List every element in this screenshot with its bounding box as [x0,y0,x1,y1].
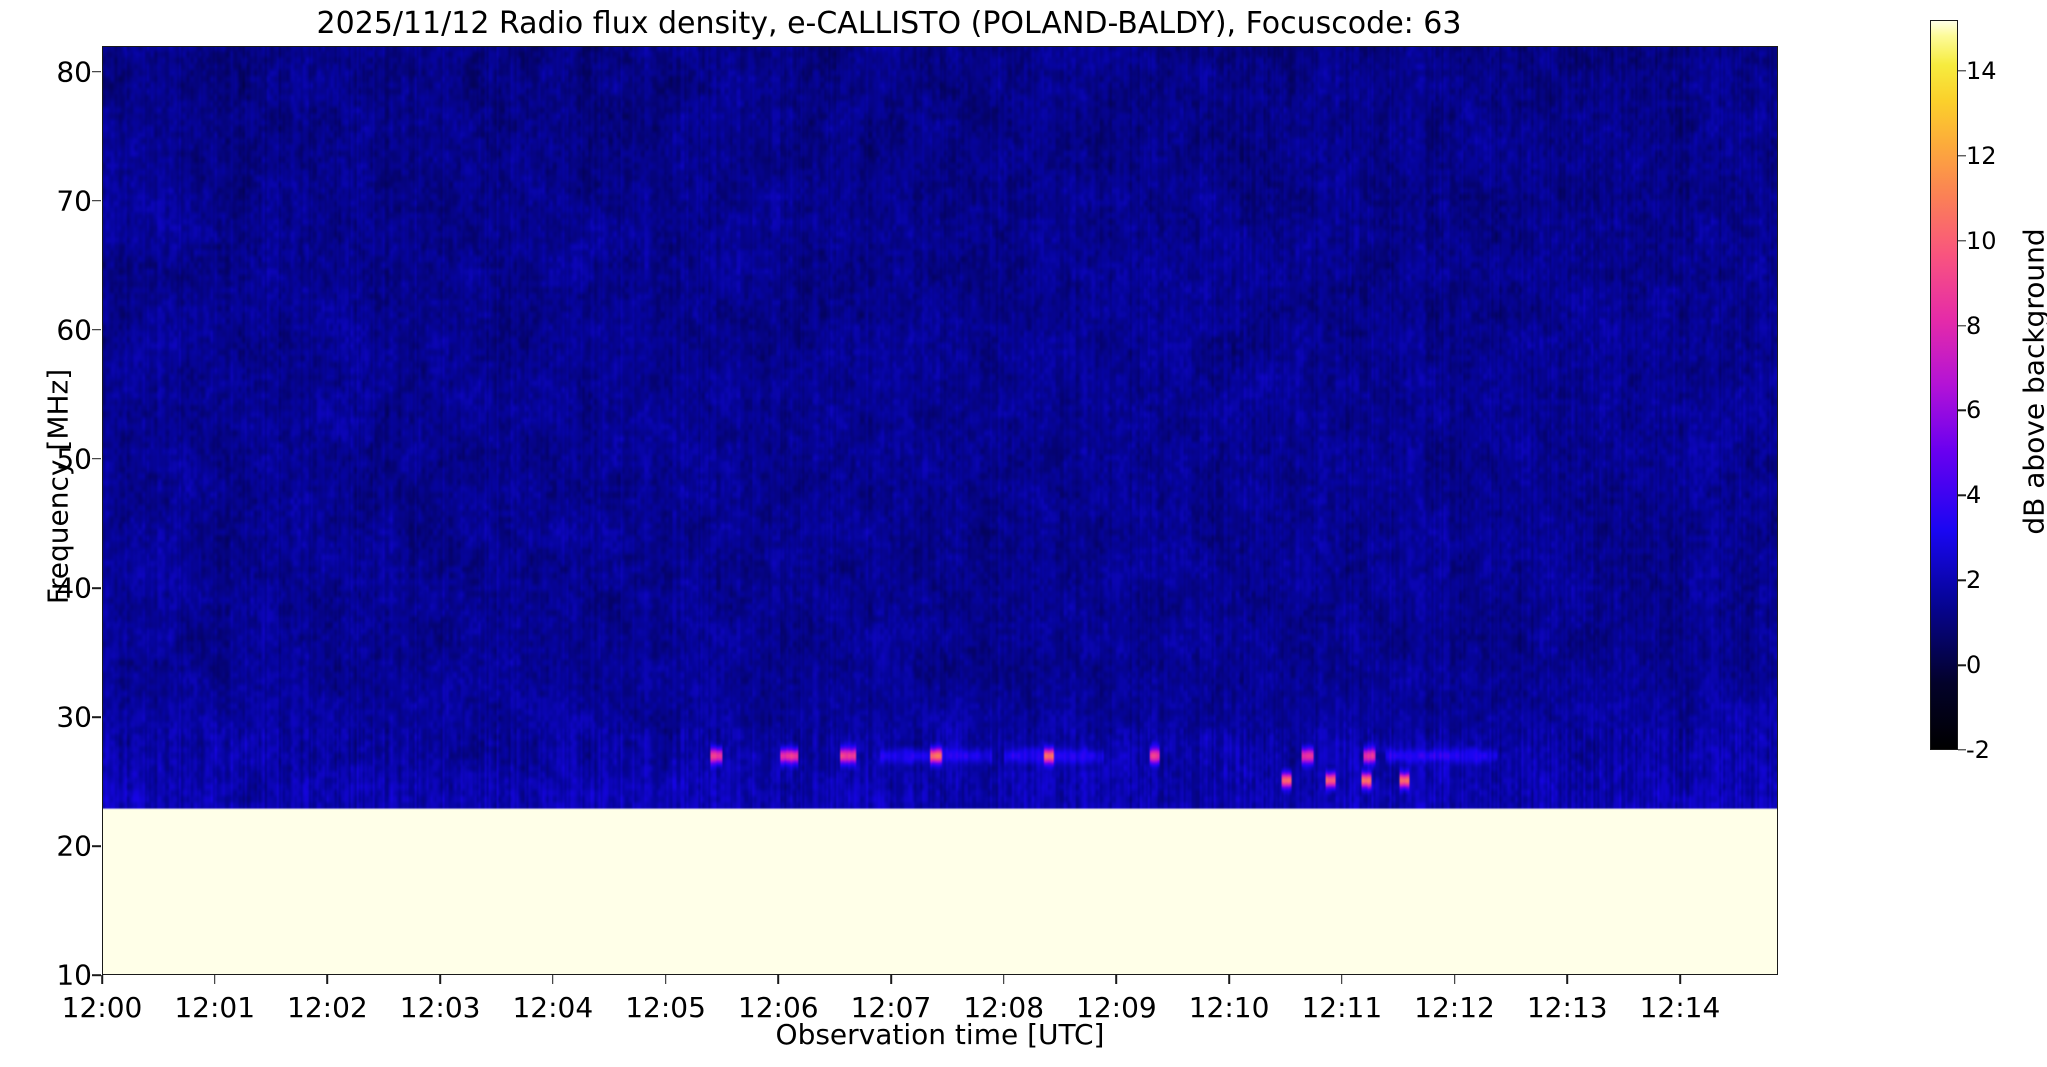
colorbar-tick-mark [1958,409,1966,412]
x-tick-label: 12:10 [1188,991,1270,1024]
y-tick-mark [92,71,101,73]
colorbar-tick-mark [1958,70,1966,72]
x-tick-label: 12:11 [1301,991,1383,1024]
x-tick-label: 12:08 [963,991,1045,1024]
y-axis-ticks: 80 70 60 50 40 30 20 10 [0,46,101,992]
x-tick-mark [1002,975,1005,984]
page-title: 2025/11/12 Radio flux density, e-CALLIST… [316,6,1462,41]
colorbar-tick-mark [1958,494,1966,497]
colorbar-label: dB above background [2017,228,2047,535]
colorbar-tick-mark [1958,239,1966,242]
x-tick-mark [1341,975,1343,984]
colorbar-tick-mark [1958,749,1966,751]
x-tick-label: 12:04 [512,991,594,1024]
colorbar-tick-label: -2 [1966,736,1990,764]
y-tick-label: 10 [56,958,92,992]
x-tick-mark [1228,975,1230,984]
x-tick-label: 12:05 [625,991,706,1024]
spectrogram-image [103,47,1777,974]
colorbar-tick-mark [1958,579,1966,581]
y-tick-mark [92,458,101,460]
x-tick-label: 12:13 [1526,991,1608,1024]
colorbar-tick-mark [1958,664,1966,666]
y-tick-mark [92,200,101,202]
x-tick-label: 12:01 [174,991,256,1024]
y-tick-label: 50 [56,442,92,476]
colorbar-tick-label: 0 [1966,651,1982,680]
x-tick-mark [213,975,216,984]
colorbar: dB above background -2 0 2 4 6 8 10 12 14 [1930,20,2047,1020]
y-tick-mark [92,587,101,589]
x-tick-label: 12:12 [1414,991,1495,1024]
x-tick-mark [1115,975,1118,984]
x-tick-mark [777,975,780,984]
x-axis-ticks: 12:00 12:01 12:02 12:03 12:04 12:05 12:06 12:07… [62,975,1778,1035]
colorbar-gradient [1930,20,1958,750]
colorbar-tick-label: 2 [1966,566,1982,595]
y-tick-mark [92,974,101,976]
x-tick-label: 12:14 [1639,991,1721,1024]
colorbar-tick-mark [1958,324,1966,327]
y-tick-label: 80 [56,55,92,89]
colorbar-tick-label: 4 [1966,481,1982,510]
spectrogram-plot[interactable] [102,46,1778,975]
x-tick-label: 12:07 [850,991,932,1024]
y-tick-label: 70 [56,184,92,218]
y-tick-label: 30 [56,700,92,734]
x-tick-mark [552,975,554,984]
colorbar-tick-mark [1958,155,1966,157]
x-tick-mark [326,975,329,984]
y-tick-label: 40 [56,571,92,605]
colorbar-tick-label: 14 [1966,56,1997,85]
x-tick-label: 12:00 [61,991,143,1024]
x-tick-label: 12:06 [737,991,819,1024]
colorbar-tick-label: 8 [1966,311,1982,340]
colorbar-tick-label: 12 [1966,141,1997,170]
colorbar-tick-label: 6 [1966,396,1982,425]
x-tick-mark [664,975,667,984]
colorbar-tick-label: 10 [1966,226,1997,255]
y-tick-mark [92,329,101,331]
y-tick-mark [92,716,101,718]
x-tick-mark [101,975,103,984]
x-tick-mark [439,975,441,984]
x-axis-label: Observation time [UTC] [775,1018,1105,1051]
y-tick-mark [92,845,101,847]
x-tick-label: 12:09 [1076,991,1157,1024]
x-tick-mark [1453,975,1456,984]
x-tick-mark [1566,975,1569,984]
x-tick-label: 12:02 [287,991,368,1024]
y-tick-label: 20 [56,829,92,863]
x-tick-mark [1679,975,1681,984]
y-tick-label: 60 [56,313,92,347]
x-tick-mark [890,975,892,984]
x-tick-label: 12:03 [399,991,481,1024]
